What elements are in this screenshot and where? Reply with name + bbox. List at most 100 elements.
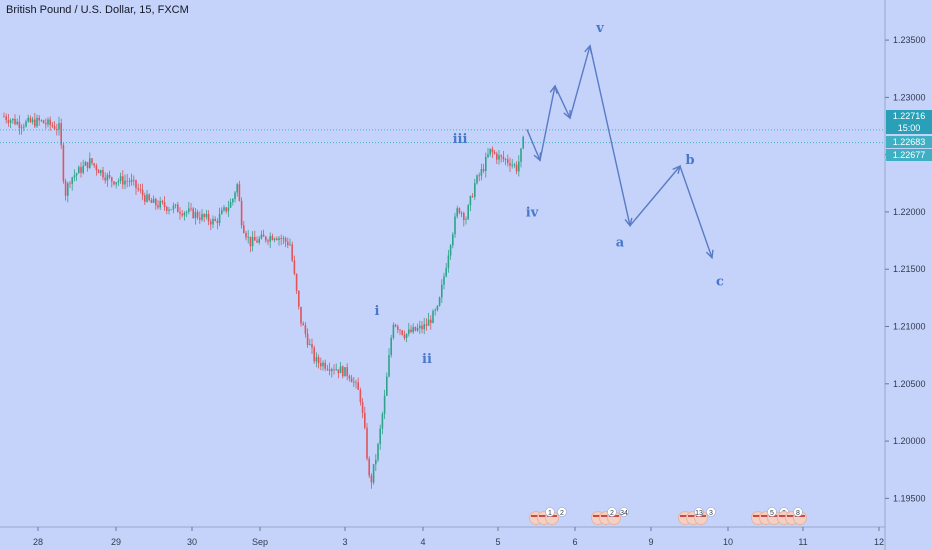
candle-body	[476, 175, 478, 184]
candle-body	[482, 169, 485, 171]
flag-icon-stripe	[787, 515, 797, 517]
candle-body	[342, 366, 344, 377]
candle-body	[181, 213, 183, 216]
candle-body	[300, 306, 302, 324]
candle-body	[309, 344, 311, 345]
candle-body	[348, 376, 351, 379]
candle-body	[421, 325, 423, 330]
candle-body	[304, 325, 307, 334]
candle-body	[170, 209, 172, 211]
candle-body	[56, 129, 58, 130]
candle-body	[93, 163, 95, 166]
candle-body	[454, 216, 456, 235]
x-tick-label: 11	[798, 537, 807, 547]
x-tick-label: 3	[342, 537, 347, 547]
candle-body	[276, 238, 278, 240]
candle-body	[177, 204, 179, 213]
candle-body	[227, 207, 230, 212]
candle-body	[474, 183, 476, 197]
candle-body	[509, 162, 511, 166]
x-tick-label: 28	[33, 537, 43, 547]
x-tick-label: 9	[648, 537, 653, 547]
x-tick-label: 12	[874, 537, 884, 547]
event-marker-group[interactable]: 2 34	[591, 507, 629, 525]
candle-body	[58, 123, 60, 130]
candle-body	[126, 180, 128, 182]
candle-body	[104, 177, 106, 181]
candle-body	[397, 326, 399, 330]
candle-body	[91, 158, 93, 164]
candle-body	[40, 120, 43, 122]
flag-icon-stripe	[753, 515, 763, 517]
candle-body	[445, 268, 447, 277]
candle-body	[520, 148, 522, 162]
y-tick-label: 1.20500	[893, 379, 926, 389]
flag-icon-stripe	[779, 515, 789, 517]
event-marker-group[interactable]: 52	[751, 507, 789, 525]
elliott-projection	[526, 44, 714, 260]
candle-body	[183, 212, 186, 216]
price-tag-label: 1.22683	[893, 137, 926, 147]
event-count-label: 8	[796, 510, 800, 517]
candle-body	[498, 155, 500, 160]
event-marker-group[interactable]: 8	[777, 507, 807, 525]
candle-body	[289, 244, 291, 246]
event-count-label: 3	[709, 510, 713, 517]
candle-body	[269, 236, 271, 242]
candle-body	[16, 121, 18, 125]
candle-body	[302, 323, 304, 326]
candle-body	[9, 120, 12, 123]
projection-segment	[569, 45, 591, 119]
candle-body	[155, 198, 157, 206]
candle-body	[185, 211, 188, 213]
candle-body	[157, 205, 159, 208]
candle-body	[515, 164, 518, 172]
y-tick-label: 1.23000	[893, 92, 926, 102]
event-count-badge	[694, 507, 704, 517]
candle-body	[322, 362, 324, 367]
candle-body	[199, 217, 201, 220]
candle-body	[100, 170, 102, 174]
event-marker-group[interactable]: 13 3	[678, 507, 716, 525]
candle-body	[159, 200, 161, 208]
candle-body	[60, 123, 62, 146]
candle-body	[190, 208, 192, 210]
wave-label-v: v	[595, 21, 604, 36]
candle-body	[172, 205, 175, 210]
candle-body	[75, 173, 78, 176]
candle-body	[366, 427, 368, 459]
candle-body	[370, 475, 373, 483]
candle-body	[260, 234, 263, 239]
candle-body	[122, 176, 124, 185]
candle-body	[254, 236, 256, 241]
flag-icon-stripe	[761, 515, 771, 517]
candle-body	[388, 355, 390, 377]
x-tick-label: 10	[723, 537, 733, 547]
candle-body	[441, 284, 443, 298]
candle-body	[62, 145, 65, 182]
candle-body	[423, 324, 425, 330]
chart-title: British Pound / U.S. Dollar, 15, FXCM	[6, 4, 189, 16]
event-count-badge	[545, 507, 555, 517]
candle-body	[69, 183, 71, 185]
candle-body	[113, 181, 115, 185]
candle-body	[361, 402, 364, 413]
candle-body	[203, 214, 205, 218]
x-tick-label: 5	[495, 537, 500, 547]
candle-body	[333, 369, 335, 371]
candle-body	[298, 290, 300, 307]
event-count-badge	[706, 507, 716, 517]
candle-body	[108, 175, 111, 178]
wave-label-b: b	[685, 153, 694, 168]
candle-body	[399, 329, 401, 331]
projection-segment	[629, 165, 681, 227]
candle-body	[438, 297, 441, 306]
candle-body	[447, 255, 450, 269]
candle-body	[256, 240, 258, 243]
candle-body	[86, 162, 89, 168]
candle-body	[34, 119, 36, 127]
candle-body	[410, 329, 412, 333]
